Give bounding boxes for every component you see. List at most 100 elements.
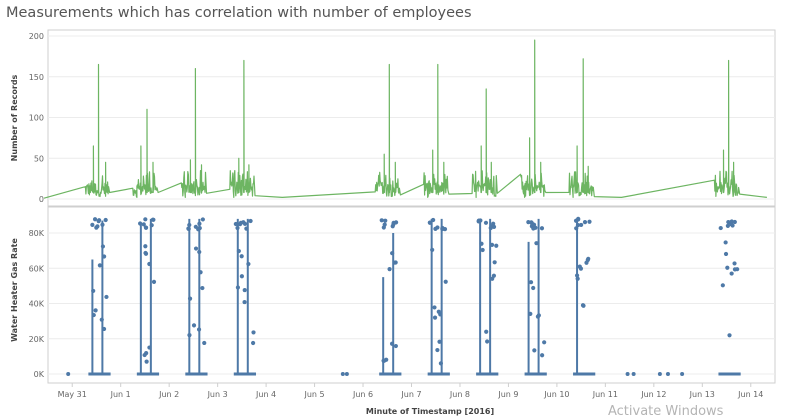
x-tick-label: Jun 7 bbox=[400, 390, 421, 399]
scatter-point bbox=[387, 267, 392, 272]
x-tick-label: May 31 bbox=[58, 390, 87, 399]
x-tick-label: Jun 12 bbox=[640, 390, 666, 399]
scatter-point bbox=[91, 288, 96, 294]
scatter-point bbox=[242, 221, 248, 226]
isolated-zero-point bbox=[680, 372, 685, 376]
scatter-point bbox=[430, 247, 435, 252]
scatter-point bbox=[488, 225, 493, 231]
scatter-point bbox=[149, 223, 154, 228]
scatter-point bbox=[143, 225, 149, 230]
scatter-point bbox=[528, 280, 534, 285]
x-tick-label: Jun 6 bbox=[352, 390, 373, 399]
scatter-point bbox=[104, 294, 109, 300]
scatter-point bbox=[490, 276, 495, 281]
isolated-zero-point bbox=[66, 372, 71, 376]
scatter-point bbox=[532, 348, 537, 353]
scatter-point bbox=[491, 221, 496, 226]
scatter-point bbox=[93, 308, 98, 313]
scatter-point bbox=[251, 330, 256, 335]
chart-title: Measurements which has correlation with … bbox=[6, 5, 472, 21]
scatter-point bbox=[579, 222, 584, 228]
scatter-point bbox=[242, 287, 247, 293]
scatter-point bbox=[100, 244, 106, 249]
scatter-point bbox=[143, 244, 148, 249]
scatter-point bbox=[390, 251, 395, 256]
scatter-point bbox=[587, 219, 592, 224]
scatter-point bbox=[535, 314, 541, 319]
scatter-point bbox=[432, 305, 437, 310]
isolated-zero-point bbox=[657, 372, 662, 376]
bottom-y-tick-label: 80K bbox=[29, 229, 45, 238]
scatter-point bbox=[200, 217, 205, 222]
scatter-point bbox=[732, 261, 737, 266]
scatter-point bbox=[584, 260, 589, 265]
x-tick-label: Jun 13 bbox=[689, 390, 715, 399]
scatter-point bbox=[581, 303, 586, 308]
isolated-zero-point bbox=[631, 372, 636, 376]
x-tick-label: Jun 14 bbox=[737, 390, 763, 399]
scatter-point bbox=[435, 347, 440, 353]
scatter-point bbox=[202, 340, 207, 346]
scatter-point bbox=[96, 219, 101, 224]
scatter-point bbox=[246, 261, 251, 267]
scatter-point bbox=[147, 345, 152, 350]
scatter-point bbox=[393, 343, 398, 349]
grid-layer bbox=[47, 29, 776, 384]
scatter-point bbox=[92, 217, 98, 222]
scatter-point bbox=[187, 333, 192, 338]
scatter-point bbox=[379, 218, 384, 223]
scatter-point bbox=[191, 323, 197, 328]
scatter-point bbox=[142, 352, 147, 358]
scatter-point bbox=[99, 317, 104, 322]
scatter-point bbox=[238, 220, 244, 225]
scatter-point bbox=[582, 220, 588, 225]
scatter-point bbox=[725, 265, 730, 270]
x-tick-label: Jun 4 bbox=[255, 390, 276, 399]
scatter-point bbox=[200, 285, 205, 291]
x-tick-label: Jun 2 bbox=[158, 390, 179, 399]
bottom-y-tick-label: 0K bbox=[34, 370, 45, 379]
scatter-point bbox=[100, 222, 105, 227]
scatter-point bbox=[381, 225, 386, 230]
scatter-point bbox=[723, 240, 728, 245]
scatter-point bbox=[729, 222, 734, 227]
scatter-point bbox=[483, 220, 489, 225]
scatter-point bbox=[143, 217, 148, 222]
scatter-point bbox=[720, 283, 725, 288]
scatter-point bbox=[723, 251, 729, 257]
scatter-point bbox=[436, 309, 441, 314]
scatter-point bbox=[144, 359, 149, 364]
scatter-point bbox=[239, 274, 244, 279]
scatter-point bbox=[529, 221, 535, 226]
scatter-point bbox=[531, 226, 536, 231]
scatter-point bbox=[494, 243, 499, 248]
scatter-point bbox=[196, 227, 201, 232]
scatter-point bbox=[193, 246, 199, 251]
scatter-point bbox=[101, 326, 107, 332]
x-tick-label: Jun 11 bbox=[592, 390, 618, 399]
scatter-point bbox=[138, 221, 143, 226]
scatter-point bbox=[244, 226, 249, 231]
x-axis-title: Minute of Timestamp [2016] bbox=[366, 407, 494, 416]
scatter-point bbox=[251, 340, 256, 346]
scatter-point bbox=[198, 270, 203, 275]
scatter-point bbox=[725, 223, 730, 228]
scatter-point bbox=[438, 361, 443, 366]
x-tick-label: Jun 1 bbox=[110, 390, 131, 399]
scatter-point bbox=[435, 225, 440, 230]
bottom-panel bbox=[66, 216, 741, 376]
scatter-point bbox=[484, 329, 489, 334]
scatter-point bbox=[97, 263, 102, 268]
x-tick-label: Jun 5 bbox=[303, 390, 324, 399]
isolated-zero-point bbox=[665, 372, 670, 376]
scatter-point bbox=[197, 221, 202, 226]
scatter-point bbox=[485, 339, 490, 344]
scatter-point bbox=[91, 312, 96, 318]
scatter-point bbox=[392, 260, 398, 265]
scatter-point bbox=[534, 241, 539, 246]
top-y-tick-label: 200 bbox=[29, 32, 44, 41]
x-tick-label: Jun 3 bbox=[207, 390, 228, 399]
scatter-point bbox=[528, 311, 533, 316]
top-series-line bbox=[43, 39, 767, 199]
scatter-point bbox=[442, 226, 448, 232]
